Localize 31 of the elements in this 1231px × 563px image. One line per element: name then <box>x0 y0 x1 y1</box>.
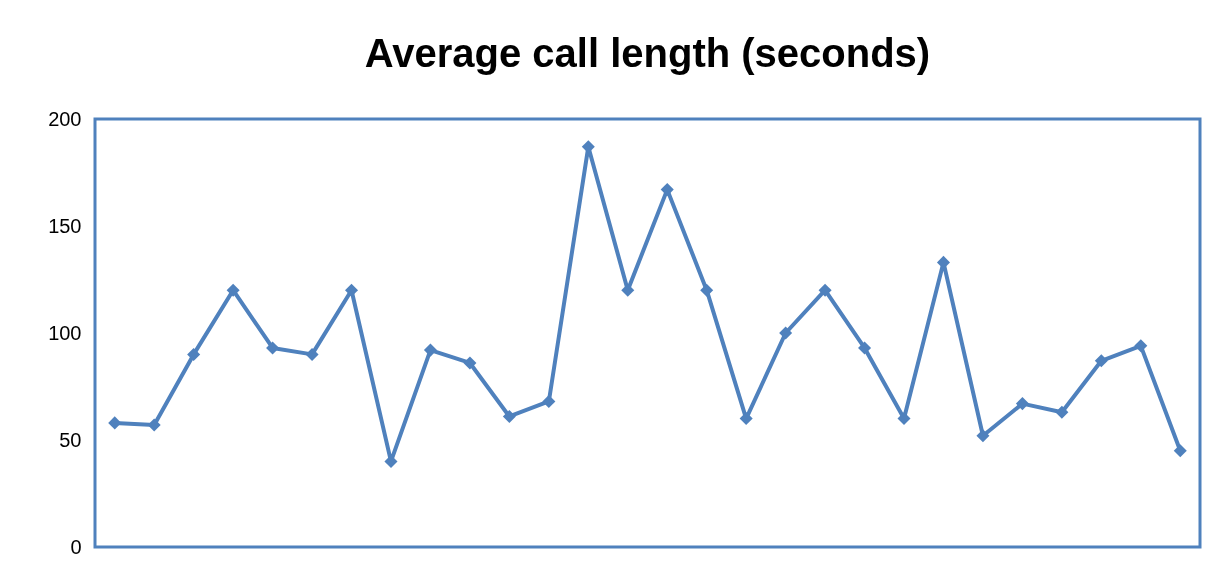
point <box>147 418 161 432</box>
y-tick-label: 100 <box>48 321 82 344</box>
point <box>897 412 911 426</box>
point <box>463 356 477 370</box>
point <box>936 255 950 269</box>
point <box>1094 354 1108 368</box>
point <box>858 341 872 355</box>
y-tick-label: 0 <box>70 535 82 558</box>
point <box>1015 397 1029 411</box>
point <box>739 412 753 426</box>
point <box>1173 444 1187 458</box>
point <box>226 283 240 297</box>
point <box>818 283 832 297</box>
chart-title: Average call length (seconds) <box>364 31 931 75</box>
point <box>1134 339 1148 353</box>
point <box>266 341 280 355</box>
point <box>108 416 122 430</box>
point <box>976 429 990 443</box>
point <box>542 394 556 408</box>
point <box>660 183 674 197</box>
point <box>502 409 516 423</box>
point <box>345 283 359 297</box>
point <box>305 347 319 361</box>
point <box>187 347 201 361</box>
point <box>1055 405 1069 419</box>
point <box>700 283 714 297</box>
y-tick-label: 200 <box>48 107 82 130</box>
y-tick-label: 50 <box>59 428 82 451</box>
point <box>779 326 793 340</box>
point <box>423 343 437 357</box>
y-tick-label: 150 <box>48 214 82 237</box>
